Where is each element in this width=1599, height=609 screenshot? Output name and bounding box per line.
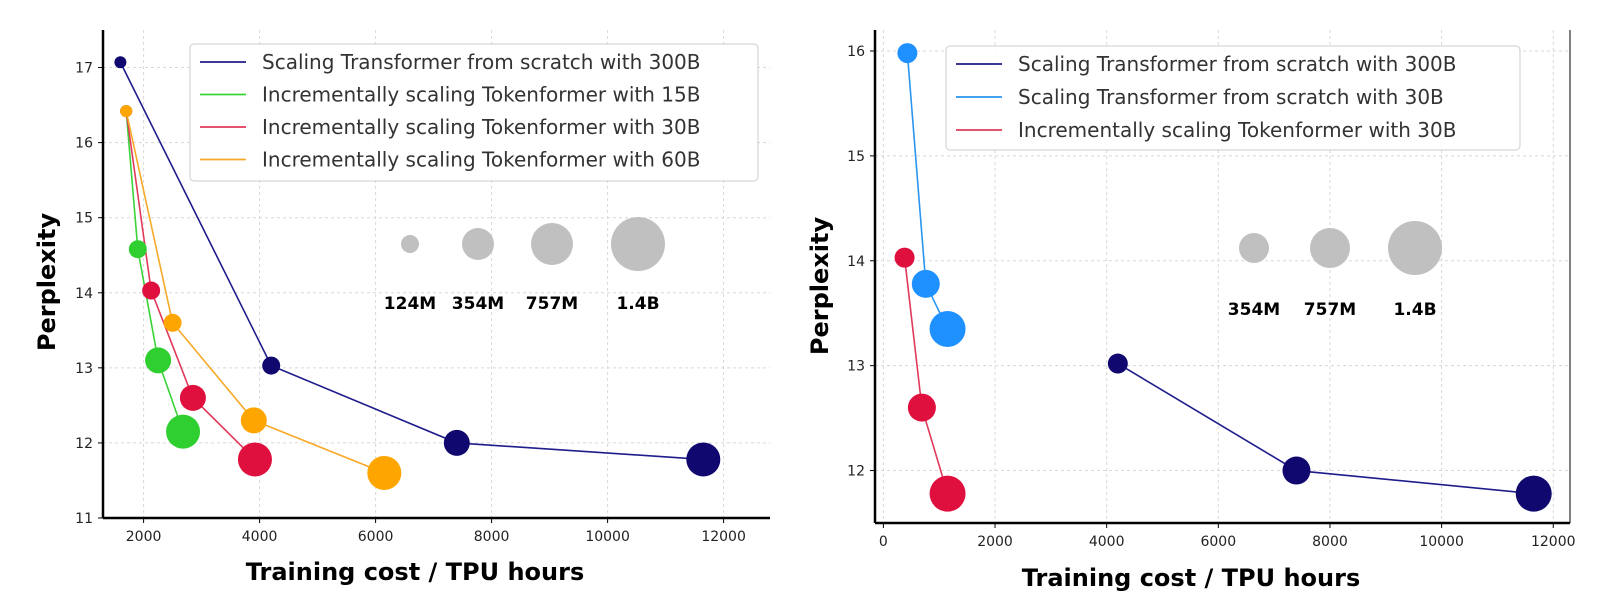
- legend-label-3: Incrementally scaling Tokenformer with 6…: [262, 148, 700, 172]
- x-tick-label: 0: [879, 534, 888, 550]
- legend-label-0: Scaling Transformer from scratch with 30…: [262, 50, 701, 74]
- series-line-0: [119, 61, 704, 461]
- size-legend-circle-2: [531, 223, 573, 265]
- series-line-1: [125, 111, 184, 432]
- x-tick-label: 6000: [1200, 534, 1236, 550]
- size-legend-label-0: 124M: [384, 294, 436, 314]
- x-tick-label: 2000: [126, 529, 162, 545]
- size-legend-circle-3: [611, 217, 665, 271]
- series-0-point-3: [686, 442, 721, 477]
- x-tick-label: 8000: [474, 529, 510, 545]
- x-tick-label: 6000: [358, 529, 394, 545]
- series-1-point-2: [145, 347, 172, 374]
- series-1-point-1: [911, 269, 940, 298]
- legend-label-1: Incrementally scaling Tokenformer with 1…: [262, 83, 700, 107]
- x-tick-label: 4000: [242, 529, 278, 545]
- x-tick-label: 12000: [701, 529, 746, 545]
- size-legend-circle-0: [1239, 233, 1269, 263]
- series-0-point-2: [1515, 475, 1552, 512]
- y-tick-label: 15: [75, 211, 93, 227]
- series-1-point-2: [929, 310, 966, 347]
- size-legend-label-0: 354M: [1228, 300, 1280, 320]
- series-1-point-0: [897, 43, 918, 64]
- y-tick-label: 14: [847, 254, 865, 270]
- y-tick-label: 11: [75, 511, 93, 527]
- left-chart-svg: 2000 4000 6000 8000 10000 12000 11 12 13 14 15 16 17…: [33, 30, 770, 586]
- x-tick-label: 12000: [1531, 534, 1576, 550]
- series-1-point-1: [128, 240, 147, 259]
- y-tick-label: 12: [847, 464, 865, 480]
- y-tick-label: 13: [75, 361, 93, 377]
- series-0-point-1: [1282, 456, 1311, 485]
- series-2-point-1: [142, 281, 161, 300]
- size-legend-label-2: 757M: [526, 294, 578, 314]
- x-tick-label: 10000: [585, 529, 630, 545]
- left-chart: 2000 4000 6000 8000 10000 12000 11 12 13 14 15 16 17…: [33, 30, 770, 586]
- size-legend-circle-2: [1388, 221, 1442, 275]
- y-tick-label: 13: [847, 359, 865, 375]
- x-tick-label: 8000: [1312, 534, 1348, 550]
- size-legend-circle-1: [1310, 228, 1350, 268]
- series-1-point-3: [166, 414, 201, 449]
- x-axis-title: Training cost / TPU hours: [246, 558, 584, 586]
- x-tick-label: 4000: [1089, 534, 1125, 550]
- y-axis-title: Perplexity: [33, 213, 61, 352]
- series-3-point-3: [367, 455, 402, 490]
- y-tick-label: 17: [75, 61, 93, 77]
- legend-label-1: Scaling Transformer from scratch with 30…: [1018, 85, 1444, 109]
- x-tick-label: 2000: [977, 534, 1013, 550]
- series-0-point-0: [114, 56, 127, 69]
- series-0-point-1: [262, 356, 281, 375]
- series-3-point-2: [240, 407, 267, 434]
- series-2-point-1: [907, 393, 936, 422]
- series-3-point-0: [120, 105, 133, 118]
- series-2-point-2: [929, 475, 966, 512]
- right-chart-svg: 0 2000 4000 6000 8000 10000 12000 12 13 14 15 16 Tra…: [806, 30, 1576, 592]
- size-legend-circle-0: [401, 235, 419, 253]
- series-0-point-0: [1107, 353, 1128, 374]
- legend-label-2: Incrementally scaling Tokenformer with 3…: [1018, 118, 1456, 142]
- legend-label-2: Incrementally scaling Tokenformer with 3…: [262, 115, 700, 139]
- y-tick-label: 14: [75, 286, 93, 302]
- y-tick-label: 16: [75, 136, 93, 152]
- x-tick-label: 10000: [1419, 534, 1464, 550]
- series-2-point-0: [894, 247, 915, 268]
- legend-box: [189, 43, 759, 182]
- y-tick-label: 12: [75, 436, 93, 452]
- series-line-2: [125, 110, 256, 461]
- x-axis-title: Training cost / TPU hours: [1022, 564, 1360, 592]
- size-legend-circle-1: [462, 228, 494, 260]
- size-legend-label-2: 1.4B: [1393, 300, 1436, 320]
- y-tick-label: 15: [847, 149, 865, 165]
- size-legend-label-3: 1.4B: [616, 294, 659, 314]
- y-tick-label: 16: [847, 44, 865, 60]
- legend-label-0: Scaling Transformer from scratch with 30…: [1018, 52, 1457, 76]
- y-axis-title: Perplexity: [806, 217, 834, 356]
- size-legend-label-1: 354M: [452, 294, 504, 314]
- series-2-point-3: [237, 442, 272, 477]
- series-line-0: [1117, 362, 1534, 495]
- size-legend-label-1: 757M: [1304, 300, 1356, 320]
- series-0-point-2: [443, 429, 470, 456]
- series-line-3: [125, 110, 385, 474]
- right-chart: 0 2000 4000 6000 8000 10000 12000 12 13 14 15 16 Tra…: [800, 0, 1599, 609]
- series-3-point-1: [163, 313, 182, 332]
- series-2-point-2: [179, 384, 206, 411]
- legend-box: [945, 45, 1521, 151]
